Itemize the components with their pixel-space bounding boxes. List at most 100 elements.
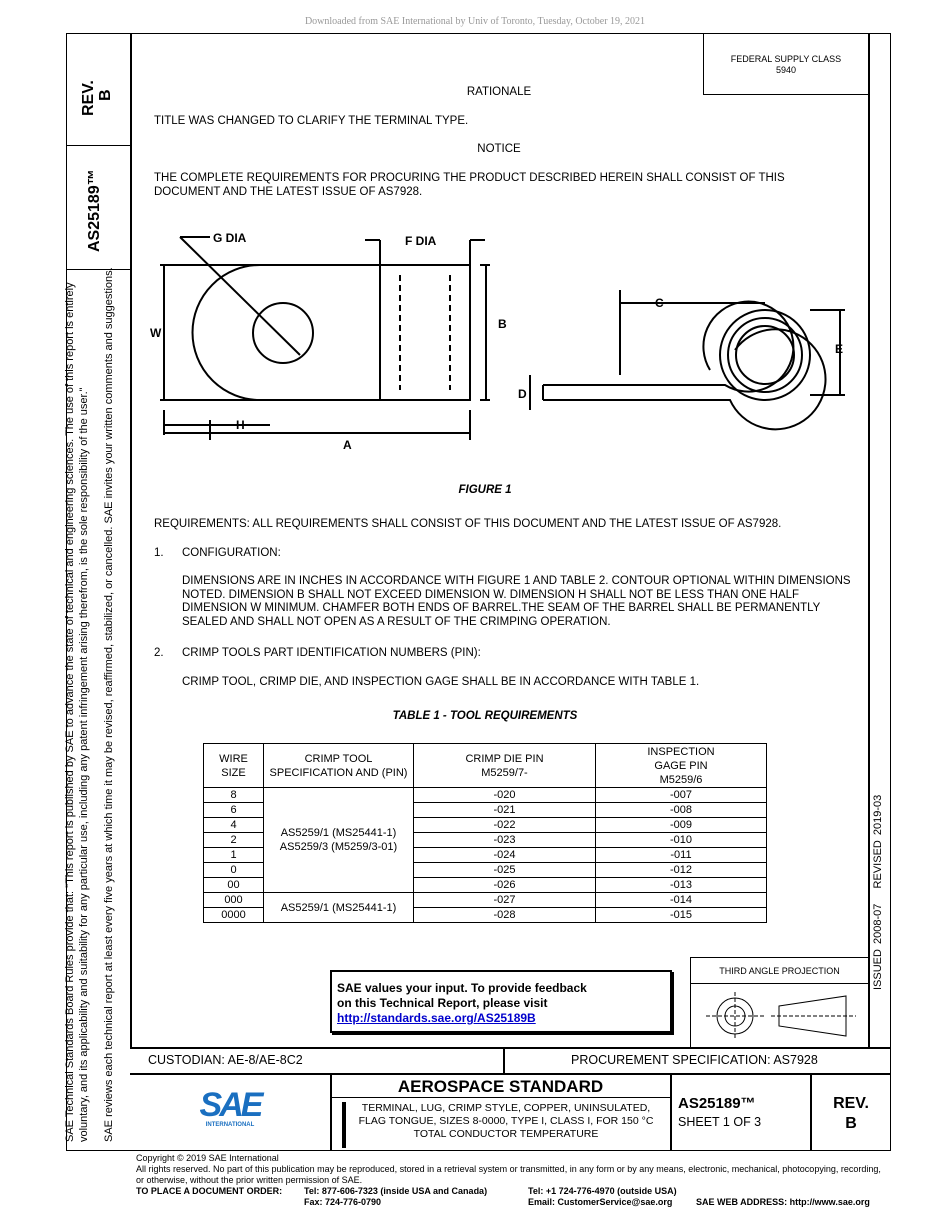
crimp-die-cell: -023 (413, 832, 596, 848)
copyright-line: Copyright © 2019 SAE International (136, 1153, 279, 1163)
sae-logo-subtitle: INTERNATIONAL (205, 1122, 255, 1128)
federal-supply-class-label: FEDERAL SUPPLY CLASS (730, 54, 842, 64)
label-f-dia: F DIA (405, 234, 437, 248)
copyright-block: Copyright © 2019 SAE International All r… (136, 1153, 886, 1208)
table-row: 8 AS5259/1 (MS25441-1) AS5259/3 (M5259/3-… (203, 787, 767, 893)
rationale-text: TITLE WAS CHANGED TO CLARIFY THE TERMINA… (154, 115, 469, 127)
custodian-divider (503, 1047, 505, 1074)
side-rules-text: SAE Technical Standards Board Rules prov… (63, 282, 91, 1142)
inspection-gage-cell: -010 (595, 832, 767, 848)
third-angle-projection-box: THIRD ANGLE PROJECTION (690, 957, 869, 1048)
section-2-title: CRIMP TOOLS PART IDENTIFICATION NUMBERS … (182, 647, 481, 659)
right-column-divider (868, 33, 870, 1048)
title-row-divider (130, 1073, 891, 1075)
label-h: H (236, 418, 245, 432)
header-crimp-die: CRIMP DIE PIN M5259/7- (413, 743, 596, 788)
inspection-gage-cell: -012 (595, 862, 767, 878)
requirements-text: REQUIREMENTS: ALL REQUIREMENTS SHALL CON… (154, 518, 782, 530)
wire-size-cell: 0000 (203, 907, 264, 923)
left-column-divider (130, 33, 132, 1048)
crimp-tool-cell: AS5259/1 (MS25441-1) (263, 892, 414, 923)
rev-block: REV. B (811, 1094, 891, 1134)
side-rev: REV. B (80, 80, 114, 116)
label-g-dia: G DIA (213, 231, 247, 245)
inspection-gage-cell: -015 (595, 907, 767, 923)
footer-rev-label: REV. (833, 1095, 869, 1112)
inspection-gage-cell: -007 (595, 787, 767, 803)
crimp-die-cell: -024 (413, 847, 596, 863)
crimp-tool-cell: AS5259/1 (MS25441-1) AS5259/3 (M5259/3-0… (263, 787, 414, 893)
side-rev-label: REV. (80, 80, 97, 116)
figure-1-drawing: G DIA F DIA W B C E D H A (150, 231, 845, 452)
side-rules-line-2: voluntary, and its applicability and sui… (78, 387, 90, 1142)
wire-size-cell: 8 (203, 787, 264, 803)
notice-heading: NOTICE (477, 143, 521, 155)
table-row: 1 -024 -011 (203, 847, 767, 863)
issued-revised: ISSUED 2008-07 REVISED 2019-03 (872, 795, 884, 990)
table-row: 4 -022 -009 (203, 817, 767, 833)
footer-rev-letter: B (845, 1115, 857, 1132)
procurement-spec: PROCUREMENT SPECIFICATION: AS7928 (571, 1053, 818, 1067)
docnum-divider (810, 1073, 812, 1151)
feedback-line-2: on this Technical Report, please visit (337, 996, 548, 1010)
label-d: D (518, 387, 527, 401)
rights-reserved-text: All rights reserved. No part of this pub… (136, 1164, 881, 1185)
wire-size-cell: 2 (203, 832, 264, 848)
label-e: E (835, 342, 843, 356)
label-w: W (150, 326, 162, 340)
table-row: 0 -025 -012 (203, 862, 767, 878)
crimp-die-cell: -028 (413, 907, 596, 923)
table-row: 0000 -028 -015 (203, 907, 767, 923)
download-notice: Downloaded from SAE International by Uni… (304, 16, 646, 27)
header-inspection-gage: INSPECTION GAGE PIN M5259/6 (595, 743, 767, 788)
crimp-die-cell: -022 (413, 817, 596, 833)
inspection-gage-cell: -013 (595, 877, 767, 893)
logo-divider (330, 1073, 332, 1151)
figure-caption: FIGURE 1 (458, 484, 512, 496)
section-1-number: 1. (154, 547, 164, 559)
federal-supply-class: FEDERAL SUPPLY CLASS 5940 (703, 33, 869, 95)
sheet-number: SHEET 1 OF 3 (678, 1115, 762, 1129)
side-rev-letter: B (97, 89, 114, 101)
side-rules-line-1: SAE Technical Standards Board Rules prov… (64, 282, 76, 1142)
crimp-die-cell: -021 (413, 802, 596, 818)
wire-size-cell: 000 (203, 892, 264, 908)
inspection-gage-cell: -011 (595, 847, 767, 863)
inspection-gage-cell: -008 (595, 802, 767, 818)
table-header-row: WIRE SIZE CRIMP TOOL SPECIFICATION AND (… (203, 743, 767, 788)
tel-usa: Tel: 877-606-7323 (inside USA and Canada… (304, 1186, 488, 1196)
crimp-die-cell: -020 (413, 787, 596, 803)
side-review-text: SAE reviews each technical report at lea… (103, 267, 115, 1142)
footer-top-divider (130, 1047, 891, 1049)
figure-1-linework (160, 236, 845, 440)
crimp-die-cell: -026 (413, 877, 596, 893)
crimp-die-cell: -027 (413, 892, 596, 908)
federal-supply-class-value: 5940 (775, 65, 797, 75)
label-a: A (343, 438, 352, 452)
section-2-number: 2. (154, 647, 164, 659)
label-c: C (655, 296, 664, 310)
issued-date: ISSUED 2008-07 (872, 903, 884, 990)
web-address: SAE WEB ADDRESS: http://www.sae.org (696, 1197, 870, 1207)
document-title: TERMINAL, LUG, CRIMP STYLE, COPPER, UNIN… (358, 1102, 654, 1140)
wire-size-cell: 4 (203, 817, 264, 833)
page-frame (66, 33, 891, 1151)
section-2-text: CRIMP TOOL, CRIMP DIE, AND INSPECTION GA… (182, 676, 700, 688)
table-body: 8 AS5259/1 (MS25441-1) AS5259/3 (M5259/3-… (203, 787, 767, 923)
order-label: TO PLACE A DOCUMENT ORDER: (136, 1186, 283, 1196)
header-wire-size: WIRE SIZE (203, 743, 264, 788)
header-crimp-tool: CRIMP TOOL SPECIFICATION AND (PIN) (263, 743, 414, 788)
section-1-text: DIMENSIONS ARE IN INCHES IN ACCORDANCE W… (182, 575, 851, 628)
crimp-die-cell: -025 (413, 862, 596, 878)
sae-logo-mark: SAE (199, 1086, 264, 1124)
projection-label: THIRD ANGLE PROJECTION (691, 958, 868, 984)
footer-doc-number: AS25189™ (678, 1095, 756, 1112)
inspection-gage-cell: -009 (595, 817, 767, 833)
title-divider (670, 1073, 672, 1151)
feedback-link[interactable]: http://standards.sae.org/AS25189B (337, 1011, 536, 1025)
table-title: TABLE 1 - TOOL REQUIREMENTS (392, 710, 578, 722)
notice-text: THE COMPLETE REQUIREMENTS FOR PROCURING … (154, 172, 785, 198)
side-doc-number: AS25189™ (86, 169, 103, 252)
rationale-heading: RATIONALE (466, 86, 532, 98)
custodian: CUSTODIAN: AE-8/AE-8C2 (148, 1053, 303, 1067)
